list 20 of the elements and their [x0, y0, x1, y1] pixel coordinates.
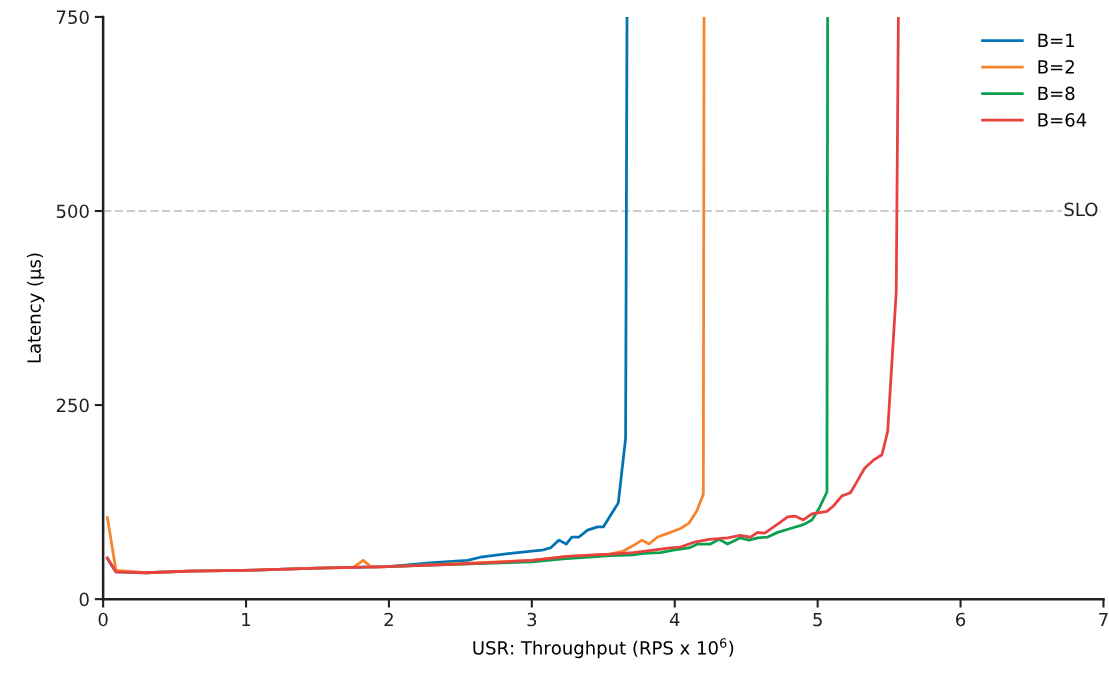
- y-tick-label: 250: [56, 398, 89, 413]
- y-axis-title: Latency (µs): [26, 253, 45, 363]
- legend-label: B=2: [1038, 60, 1074, 74]
- line-series: [106, 16, 900, 575]
- ref-line-label: SLO: [1064, 202, 1098, 217]
- x-tick-label: 5: [813, 612, 822, 627]
- legend-label: B=1: [1038, 33, 1075, 47]
- x-tick-label: 6: [956, 612, 966, 627]
- x-tick-label: 1: [242, 612, 251, 627]
- legend-label: B=64: [1038, 113, 1087, 127]
- x-tick-label: 7: [1099, 612, 1108, 627]
- y-tick-label: 0: [79, 592, 89, 607]
- y-tick-label: 750: [56, 10, 89, 25]
- x-tick-label: 2: [384, 612, 393, 627]
- y-tick-label: 500: [56, 204, 89, 219]
- x-tick-label: 3: [527, 612, 537, 627]
- x-tick-label: 0: [98, 612, 108, 627]
- legend-label: B=8: [1038, 86, 1075, 101]
- x-axis-title: USR: Throughput (RPS x 10$^{6}$): [473, 638, 734, 659]
- x-tick-label: 4: [669, 612, 680, 627]
